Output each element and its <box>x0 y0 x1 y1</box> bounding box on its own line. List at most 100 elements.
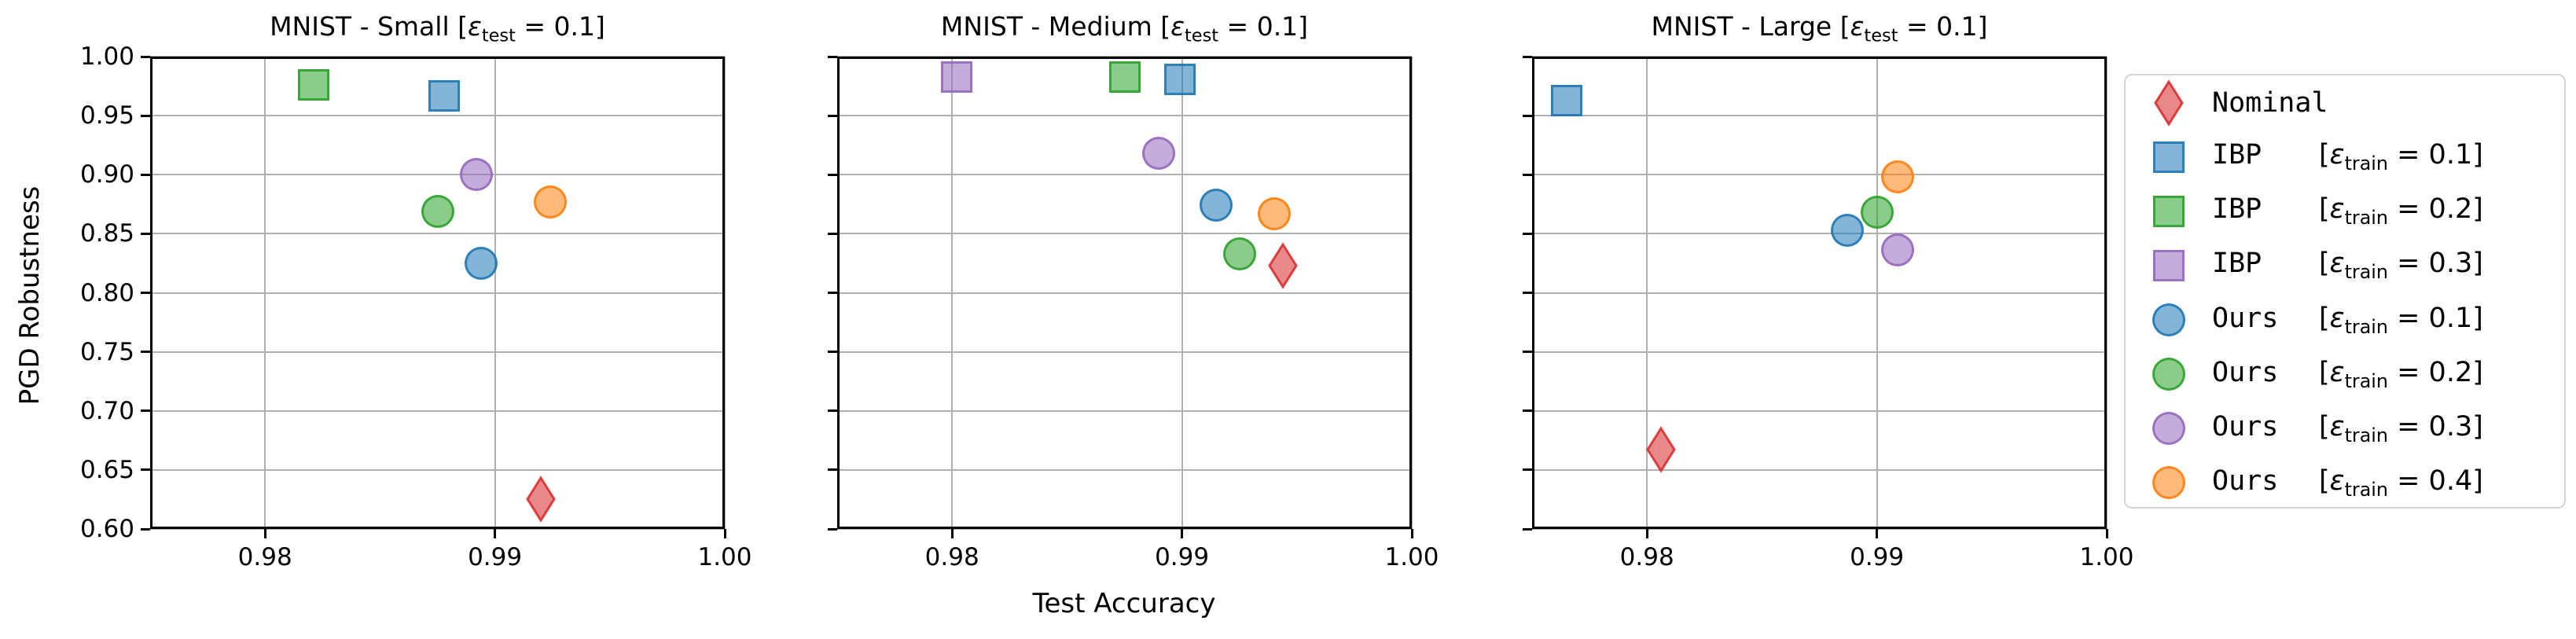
plot-area-medium <box>837 57 1412 529</box>
point-ibp_02-square <box>297 69 329 101</box>
legend-item-ibp_01: IBP [εtrain = 0.1] <box>2126 130 2564 184</box>
legend-item-ibp_02: IBP [εtrain = 0.2] <box>2126 184 2564 238</box>
x-tick-mark <box>1876 529 1879 538</box>
point-ours_04-circle <box>533 185 567 219</box>
legend-marker-cell <box>2126 238 2212 292</box>
y-tick-mark <box>828 292 837 294</box>
y-tick-mark <box>828 468 837 472</box>
legend-item-label: IBP [εtrain = 0.2] <box>2212 193 2483 230</box>
y-tick-label: 1.00 <box>79 42 134 71</box>
y-axis-label: PGD Robustness <box>14 185 46 406</box>
legend-item-ours_04: Ours [εtrain = 0.4] <box>2126 456 2564 510</box>
legend-marker-cell <box>2126 402 2212 456</box>
y-tick-mark <box>1523 173 1532 176</box>
gridline-horizontal <box>837 115 1412 117</box>
x-tick-mark <box>1181 529 1184 538</box>
legend-marker-cell <box>2126 130 2212 184</box>
x-tick-label: 1.00 <box>1384 543 1439 571</box>
legend-marker-cell <box>2126 293 2212 347</box>
legend-item-label: Ours [εtrain = 0.1] <box>2212 302 2483 338</box>
y-tick-mark <box>1523 114 1532 117</box>
legend-item-label: Ours [εtrain = 0.3] <box>2212 410 2483 446</box>
legend-item-label: IBP [εtrain = 0.1] <box>2212 139 2483 175</box>
plot-title-medium: MNIST - Medium [εtest = 0.1] <box>940 11 1309 46</box>
x-tick-mark <box>494 529 497 538</box>
x-tick-label: 0.98 <box>924 543 979 571</box>
gridline-horizontal <box>150 115 725 117</box>
gridline-horizontal <box>1532 292 2107 294</box>
point-ours_02-circle <box>2152 358 2185 391</box>
y-tick-mark <box>1523 232 1532 235</box>
gridline-horizontal <box>1532 115 2107 117</box>
y-tick-mark <box>141 173 150 176</box>
point-ours_02-circle <box>421 194 454 228</box>
legend: Nominal IBP [εtrain = 0.1] IBP [εtrain = 0.2… <box>2124 74 2566 509</box>
point-ours_03-circle <box>460 158 494 192</box>
gridline-vertical <box>1646 57 1648 529</box>
point-ours_04-circle <box>1257 196 1291 230</box>
point-ours_01-circle <box>2152 303 2185 337</box>
gridline-horizontal <box>837 292 1412 294</box>
point-ibp_02-square <box>2153 195 2185 227</box>
legend-item-label: Nominal <box>2212 86 2328 119</box>
legend-item-ours_03: Ours [εtrain = 0.3] <box>2126 402 2564 456</box>
plot-title-large: MNIST - Large [εtest = 0.1] <box>1651 11 1988 46</box>
point-ibp_02-square <box>1108 61 1141 93</box>
point-ibp_01-square <box>1163 63 1196 95</box>
y-tick-mark <box>1523 351 1532 354</box>
point-ours_03-circle <box>2152 412 2185 446</box>
point-ibp_01-square <box>2153 141 2185 173</box>
x-tick-label: 1.00 <box>697 543 752 571</box>
y-tick-mark <box>828 409 837 413</box>
y-tick-mark <box>828 351 837 354</box>
legend-item-ibp_03: IBP [εtrain = 0.3] <box>2126 238 2564 292</box>
point-nominal-diamond <box>526 476 556 523</box>
plot-area-large <box>1532 57 2107 529</box>
gridline-horizontal <box>1532 174 2107 176</box>
y-tick-mark <box>828 527 837 531</box>
y-tick-mark <box>828 114 837 117</box>
point-nominal-diamond <box>1645 426 1676 474</box>
point-ibp_03-square <box>2153 249 2185 281</box>
gridline-horizontal <box>1532 528 2107 530</box>
y-tick-label: 0.95 <box>79 101 134 130</box>
gridline-horizontal <box>1532 233 2107 235</box>
gridline-horizontal <box>837 409 1412 412</box>
plot-title-small: MNIST - Small [εtest = 0.1] <box>270 11 605 46</box>
x-tick-label: 1.00 <box>2079 543 2134 571</box>
point-ours_01-circle <box>465 246 498 280</box>
y-tick-label: 0.85 <box>79 219 134 248</box>
x-tick-label: 0.99 <box>1155 543 1210 571</box>
x-axis-label: Test Accuracy <box>1032 588 1216 619</box>
gridline-vertical <box>724 57 726 529</box>
point-ours_03-circle <box>1142 137 1176 171</box>
x-tick-mark <box>1645 529 1648 538</box>
gridline-vertical <box>494 57 496 529</box>
y-tick-mark <box>141 232 150 235</box>
gridline-horizontal <box>150 174 725 176</box>
point-ours_02-circle <box>1222 237 1256 270</box>
legend-item-label: Ours [εtrain = 0.4] <box>2212 465 2483 501</box>
gridline-horizontal <box>150 351 725 353</box>
y-tick-label: 0.90 <box>79 160 134 189</box>
y-tick-mark <box>828 173 837 176</box>
gridline-horizontal <box>837 233 1412 235</box>
x-tick-mark <box>950 529 954 538</box>
gridline-vertical <box>1876 57 1878 529</box>
y-tick-mark <box>1523 527 1532 531</box>
legend-marker-cell <box>2126 456 2212 510</box>
point-ours_02-circle <box>1860 196 1894 230</box>
point-nominal-diamond <box>1268 242 1299 289</box>
x-tick-label: 0.98 <box>1619 543 1674 571</box>
legend-item-ours_01: Ours [εtrain = 0.1] <box>2126 293 2564 347</box>
y-tick-mark <box>1523 55 1532 58</box>
y-tick-label: 0.80 <box>79 278 134 307</box>
gridline-horizontal <box>150 528 725 530</box>
y-tick-mark <box>1523 292 1532 294</box>
legend-item-nominal: Nominal <box>2126 75 2564 130</box>
gridline-horizontal <box>837 174 1412 176</box>
point-ibp_01-square <box>1550 84 1582 116</box>
y-tick-mark <box>1523 409 1532 413</box>
gridline-horizontal <box>150 468 725 471</box>
gridline-horizontal <box>837 528 1412 530</box>
